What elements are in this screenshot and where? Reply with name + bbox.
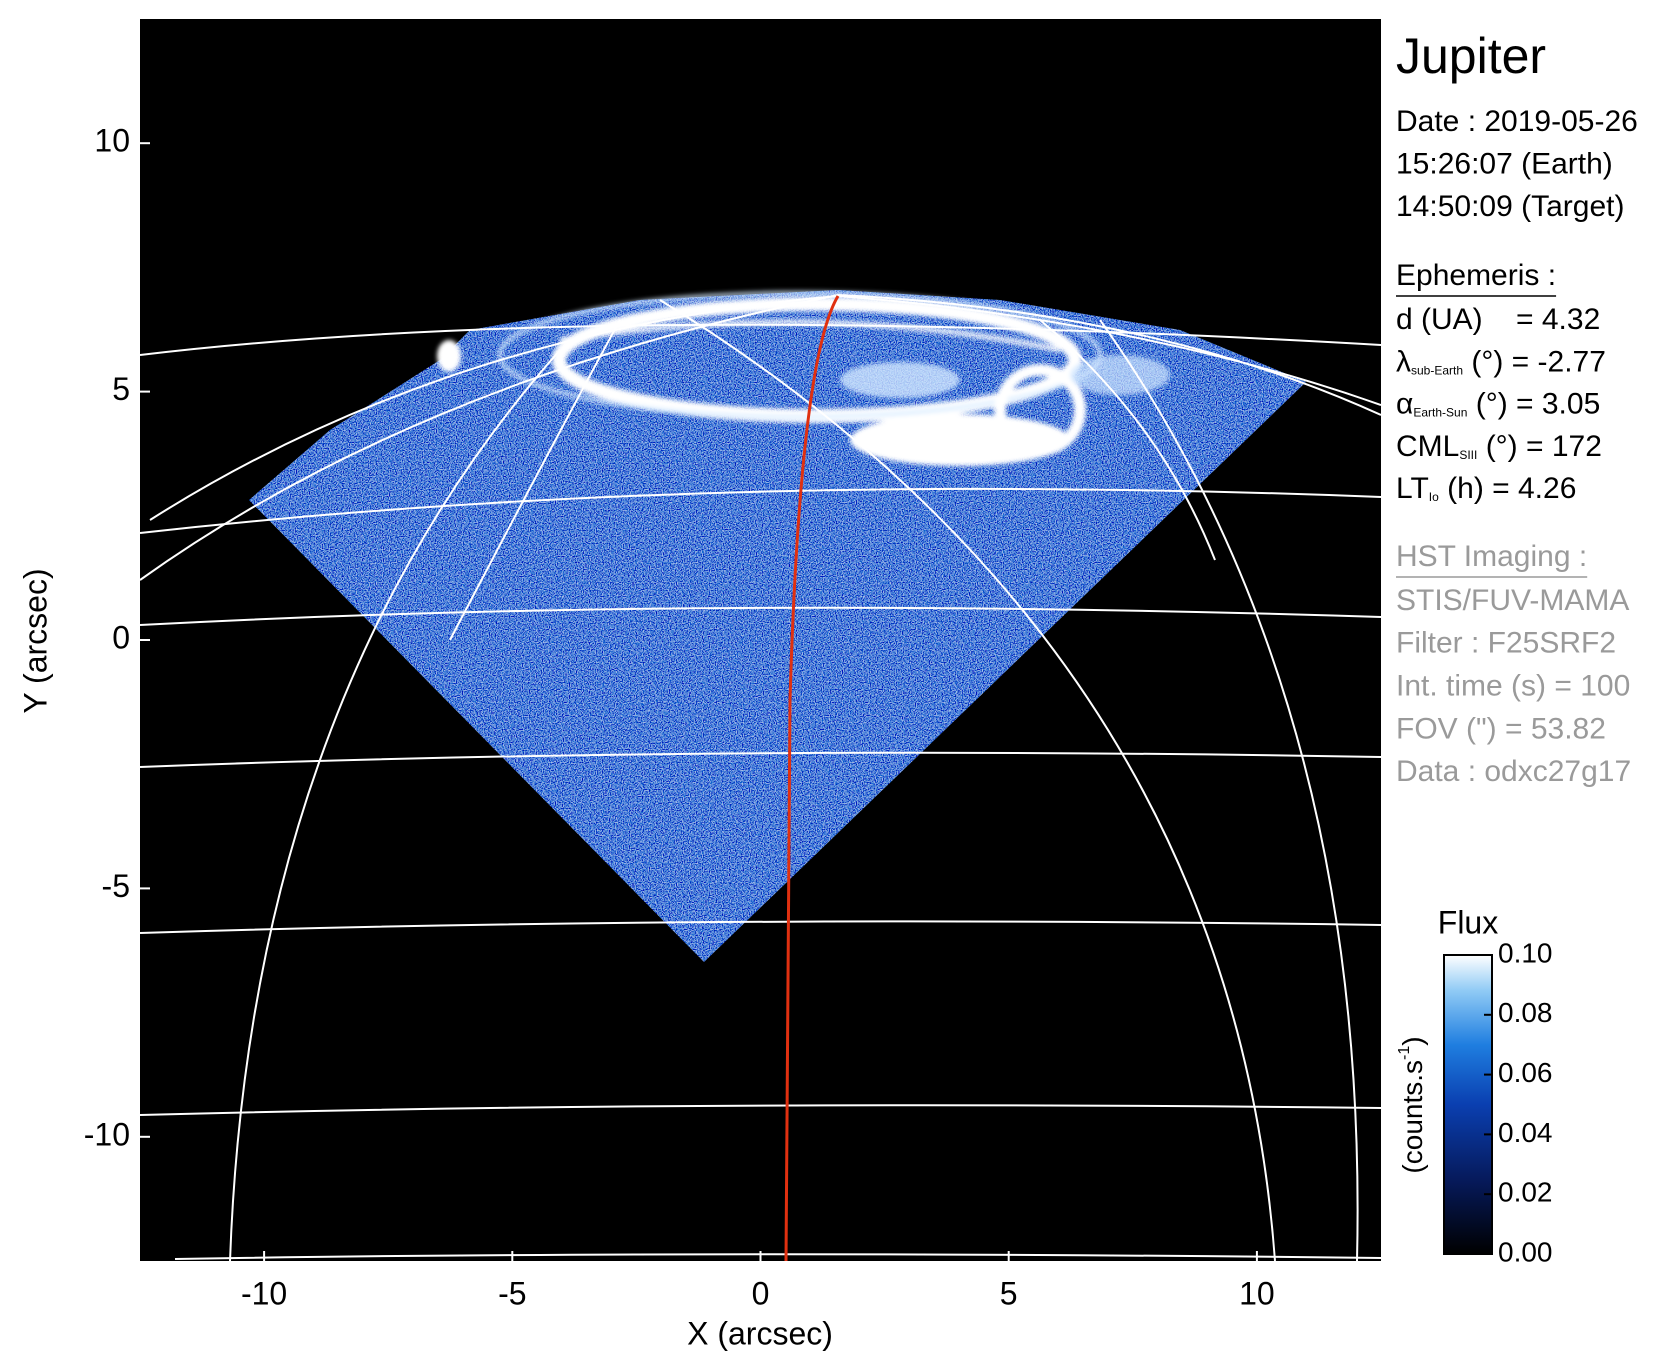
row-subscript: Earth-Sun	[1413, 406, 1467, 420]
colorbar-tick-label: 0.08	[1498, 997, 1553, 1028]
colorbar-unit: (counts.s-1)	[1396, 1036, 1428, 1173]
planet-grid	[140, 293, 1381, 1261]
row-symbol: λ	[1396, 345, 1411, 378]
row-symbol: d (UA) = 4.32	[1396, 303, 1600, 336]
planet-name: Jupiter	[1396, 28, 1546, 84]
observed-wedge	[249, 290, 1306, 962]
colorbar-title: Flux	[1438, 904, 1498, 940]
central-meridian	[784, 295, 840, 1261]
colorbar-tick-label: 0.02	[1498, 1177, 1553, 1208]
x-tick-label: 0	[752, 1275, 770, 1311]
y-tick-label: 10	[94, 123, 130, 159]
hst-line: Int. time (s) = 100	[1396, 670, 1630, 703]
ephemeris-row: CMLSIII (°) = 172	[1396, 430, 1602, 463]
ephemeris-heading: Ephemeris :	[1396, 259, 1556, 292]
row-value: (°) = 3.05	[1467, 388, 1600, 421]
x-axis-label: X (arcsec)	[687, 1315, 833, 1351]
aurora	[437, 290, 1170, 466]
hst-line: STIS/FUV-MAMA	[1396, 584, 1629, 617]
x-tick-label: 5	[1000, 1275, 1018, 1311]
colorbar-tick-label: 0.06	[1498, 1057, 1553, 1088]
y-tick-label: 0	[112, 619, 130, 655]
date-line: 15:26:07 (Earth)	[1396, 147, 1613, 180]
ephemeris-row: λsub-Earth (°) = -2.77	[1396, 345, 1606, 378]
colorbar-tick-label: 0.10	[1498, 937, 1553, 968]
hst-line: Filter : F25SRF2	[1396, 627, 1616, 660]
hst-line: Data : odxc27g17	[1396, 755, 1631, 788]
colorbar-tick-label: 0.00	[1498, 1236, 1553, 1267]
row-subscript: sub-Earth	[1411, 363, 1463, 377]
limb	[140, 293, 1381, 581]
ephemeris-row: d (UA) = 4.32	[1396, 303, 1600, 336]
info-panel: Jupiter Date : 2019-05-26 15:26:07 (Earth)…	[1396, 28, 1638, 788]
x-tick-label: -10	[241, 1275, 287, 1311]
ephemeris-row: LTIo (h) = 4.26	[1396, 472, 1576, 505]
y-tick-label: -10	[84, 1116, 130, 1152]
row-subscript: SIII	[1459, 448, 1477, 462]
ephemeris-row: αEarth-Sun (°) = 3.05	[1396, 388, 1600, 421]
unit-sup: -1	[1396, 1046, 1413, 1060]
image	[140, 290, 1381, 1261]
date-line: Date : 2019-05-26	[1396, 105, 1638, 138]
hst-heading: HST Imaging :	[1396, 540, 1587, 573]
y-tick-label: -5	[102, 868, 130, 904]
row-symbol: CML	[1396, 430, 1459, 463]
colorbar	[1443, 954, 1493, 1255]
colorbar-tick-label: 0.04	[1498, 1117, 1553, 1148]
row-symbol: α	[1396, 388, 1413, 421]
row-value: (°) = -2.77	[1463, 345, 1606, 378]
row-value: (h) = 4.26	[1439, 472, 1577, 505]
row-subscript: Io	[1429, 490, 1439, 504]
y-tick-label: 5	[112, 371, 130, 407]
unit-end: )	[1397, 1036, 1428, 1045]
x-tick-label: -5	[498, 1275, 526, 1311]
row-value: (°) = 172	[1477, 430, 1602, 463]
hst-line: FOV (") = 53.82	[1396, 712, 1606, 745]
y-axis-label: Y (arcsec)	[17, 568, 53, 713]
x-tick-label: 10	[1239, 1275, 1275, 1311]
wedge-tint	[249, 290, 1306, 962]
row-symbol: LT	[1396, 472, 1429, 505]
date-line: 14:50:09 (Target)	[1396, 190, 1624, 223]
unit-text: (counts.s	[1397, 1060, 1428, 1174]
